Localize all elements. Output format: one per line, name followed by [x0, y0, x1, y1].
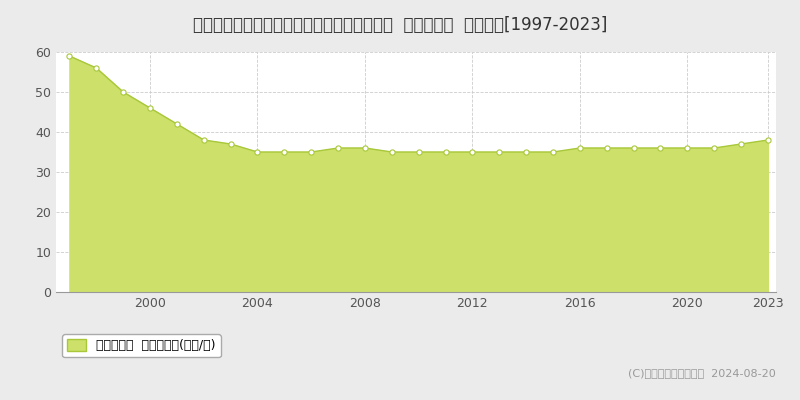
Point: [600, 145, 613, 151]
Point: [520, 149, 533, 155]
Point: [332, 145, 345, 151]
Point: [439, 149, 452, 155]
Point: [412, 149, 425, 155]
Point: [117, 89, 130, 95]
Point: [144, 105, 157, 111]
Point: [708, 145, 721, 151]
Point: [681, 145, 694, 151]
Text: 千葉県佐倉市ユーカリが丘２丁目２３番１４  基準地価格  地価推移[1997-2023]: 千葉県佐倉市ユーカリが丘２丁目２３番１４ 基準地価格 地価推移[1997-202…: [193, 16, 607, 34]
Point: [762, 137, 774, 143]
Point: [386, 149, 398, 155]
Point: [278, 149, 290, 155]
Point: [493, 149, 506, 155]
Point: [305, 149, 318, 155]
Point: [251, 149, 264, 155]
Point: [63, 53, 76, 59]
Point: [574, 145, 586, 151]
Point: [90, 65, 102, 71]
Point: [198, 137, 210, 143]
Point: [654, 145, 667, 151]
Point: [734, 141, 747, 147]
Point: [546, 149, 559, 155]
Point: [466, 149, 479, 155]
Point: [627, 145, 640, 151]
Legend: 基準地価格  平均坪単価(万円/坪): 基準地価格 平均坪単価(万円/坪): [62, 334, 221, 357]
Point: [224, 141, 237, 147]
Point: [170, 121, 183, 127]
Point: [358, 145, 371, 151]
Text: (C)土地価格ドットコム  2024-08-20: (C)土地価格ドットコム 2024-08-20: [628, 368, 776, 378]
